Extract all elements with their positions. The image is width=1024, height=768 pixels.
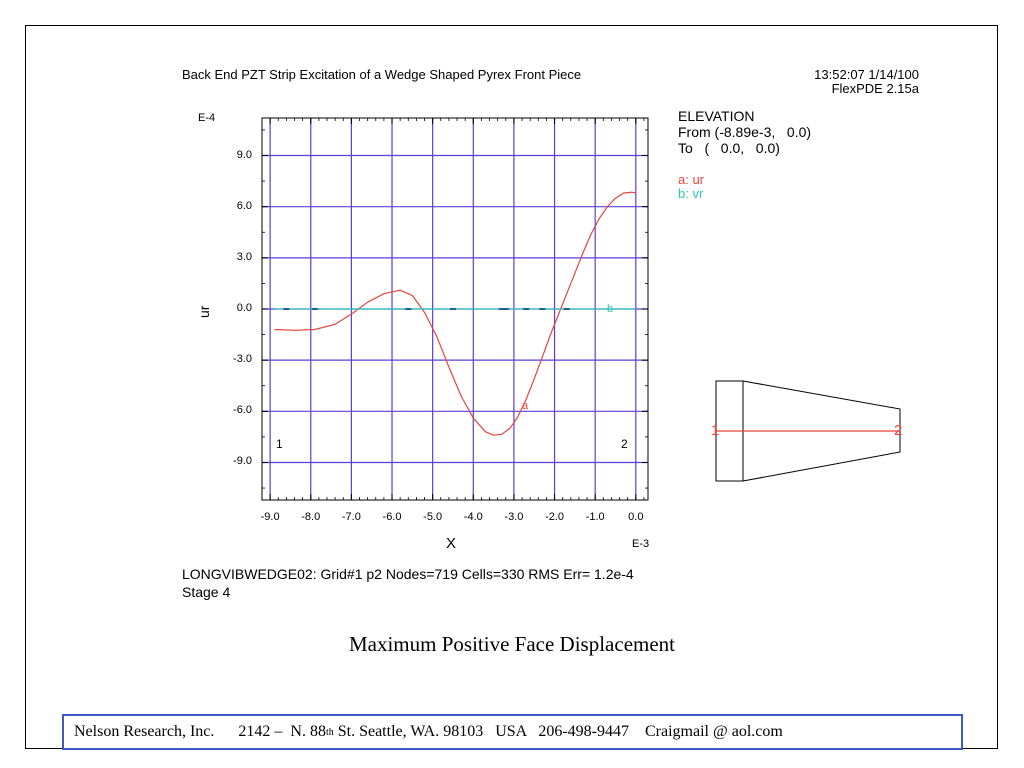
legend-to: To ( 0.0, 0.0) [678, 140, 780, 156]
x-tick-label: -3.0 [504, 511, 524, 523]
x-tick-label: 0.0 [628, 511, 644, 523]
x-tick-label: -6.0 [382, 511, 402, 523]
x-exponent: E-3 [632, 538, 650, 550]
y-tick-label: 6.0 [236, 199, 252, 212]
y-exponent: E-4 [198, 112, 216, 124]
stage-label: Stage 4 [182, 584, 231, 600]
y-tick-label: -6.0 [233, 404, 252, 417]
endpoint-label-2: 2 [621, 437, 628, 451]
x-tick-label: -4.0 [463, 511, 483, 523]
inset-label-1: 1 [711, 422, 720, 439]
x-tick-label: -8.0 [301, 511, 321, 523]
series-b-marker: b [607, 303, 614, 315]
y-tick-label: 3.0 [236, 250, 252, 263]
legend-heading: ELEVATION [678, 108, 755, 124]
x-axis-label: X [446, 535, 457, 552]
plot-area [261, 117, 649, 501]
footer-company: Nelson Research, Inc. [74, 723, 215, 740]
wedge-inset [715, 380, 901, 482]
y-tick-label: -9.0 [233, 455, 252, 468]
timestamp: 13:52:07 1/14/100 [814, 67, 919, 82]
run-info: LONGVIBWEDGE02: Grid#1 p2 Nodes=719 Cell… [182, 566, 634, 582]
x-tick-label: -9.0 [260, 511, 280, 523]
legend-from: From (-8.89e-3, 0.0) [678, 124, 812, 140]
footer-address-sup: th [325, 726, 334, 738]
x-tick-label: -5.0 [423, 511, 443, 523]
series-a-marker: a [522, 400, 529, 412]
grid [262, 118, 648, 500]
series-line-ur [274, 191, 636, 436]
footer-gap [214, 723, 238, 741]
x-tick-label: -2.0 [545, 511, 565, 523]
endpoint-label-1: 1 [276, 437, 283, 451]
footer-address-end: St. Seattle, WA. 98103 USA 206-498-9447 … [333, 723, 783, 740]
slide-caption: Maximum Positive Face Displacement [348, 632, 676, 656]
legend-series-b: b: vr [678, 186, 704, 201]
y-tick-label: -3.0 [233, 353, 252, 366]
chart-title: Back End PZT Strip Excitation of a Wedge… [182, 67, 582, 82]
x-tick-label: -7.0 [341, 511, 361, 523]
series-lines [274, 191, 636, 436]
x-tick-label: -1.0 [585, 511, 605, 523]
version-label: FlexPDE 2.15a [831, 81, 919, 96]
legend-series-a: a: ur [678, 172, 705, 187]
y-tick-label: 9.0 [236, 148, 252, 161]
inset-label-2: 2 [894, 422, 903, 439]
y-tick-label: 0.0 [236, 302, 252, 314]
footer-address-start: 2142 – N. 88 [238, 723, 326, 740]
